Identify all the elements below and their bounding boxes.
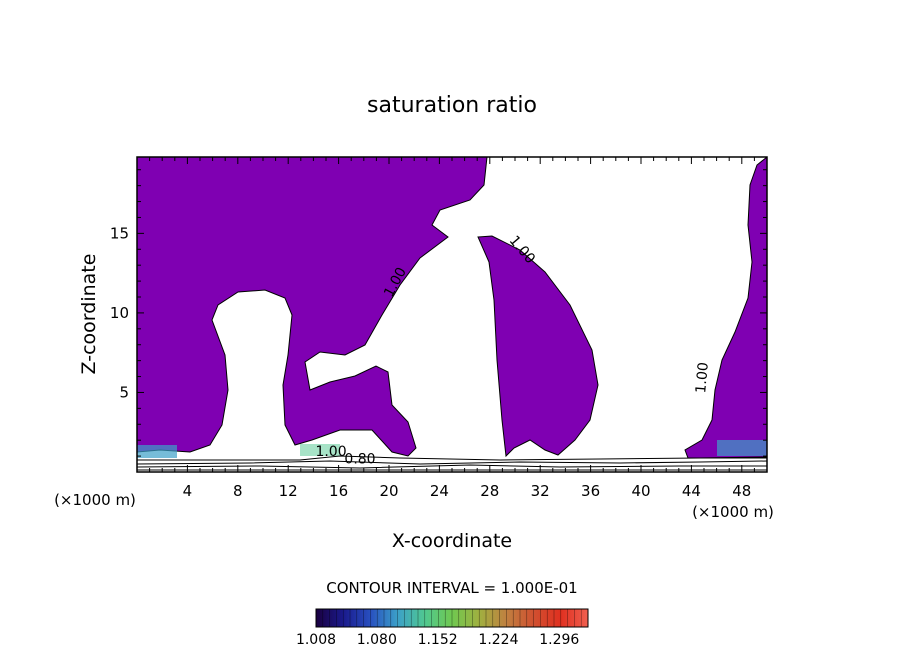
colorbar-tick-label: 1.152 [418,632,458,648]
y-axis: 5 10 15 [110,169,767,457]
colorbar-tick-label: 1.296 [539,632,579,648]
x-tick-label: 24 [430,482,449,500]
colorbar-tick-label: 1.080 [357,632,397,648]
contour-label: 1.00 [693,362,712,394]
x-tick-label: 28 [480,482,499,500]
y-tick-label: 10 [110,304,129,322]
x-tick-label: 48 [732,482,751,500]
surface-contour-line [137,460,767,465]
x-tick-label: 4 [183,482,193,500]
x-axis: 4 8 12 16 20 24 28 32 36 40 44 48 [149,157,755,500]
saturated-regions [137,157,767,459]
plot-area: 1.001.001.001.000.80 [137,157,767,472]
x-tick-label: 44 [682,482,701,500]
x-tick-label: 8 [233,482,243,500]
saturated-region-left [137,157,488,457]
surface-layer-fill [137,445,177,458]
y-tick-label: 15 [110,224,129,242]
contour-label: 0.80 [344,451,375,467]
surface-contour-line [137,455,767,461]
x-tick-label: 12 [279,482,298,500]
surface-contour-line [137,464,767,469]
contour-interval: CONTOUR INTERVAL = 1.000E-01 [326,579,577,597]
colorbar-tick-label: 1.008 [296,632,336,648]
x-tick-label: 16 [329,482,348,500]
x-tick-label: 32 [531,482,550,500]
y-axis-label: Z-coordinate [78,254,100,375]
x-unit-left: (×1000 m) [54,491,136,509]
x-tick-label: 20 [379,482,398,500]
saturated-region-right [684,157,767,459]
x-tick-label: 36 [581,482,600,500]
colorbar-tick-label: 1.224 [478,632,518,648]
y-tick-label: 5 [119,383,129,401]
surface-layer-fill [300,444,340,456]
x-axis-label: X-coordinate [392,530,512,552]
contour-label: 1.00 [315,444,346,460]
surface-layer-fill [717,440,767,456]
chart-title: saturation ratio [367,93,537,118]
x-tick-label: 40 [631,482,650,500]
saturated-region-middle [477,235,599,458]
x-unit-right: (×1000 m) [692,503,774,521]
colorbar-ticks: 1.008 1.080 1.152 1.224 1.296 [296,609,582,648]
